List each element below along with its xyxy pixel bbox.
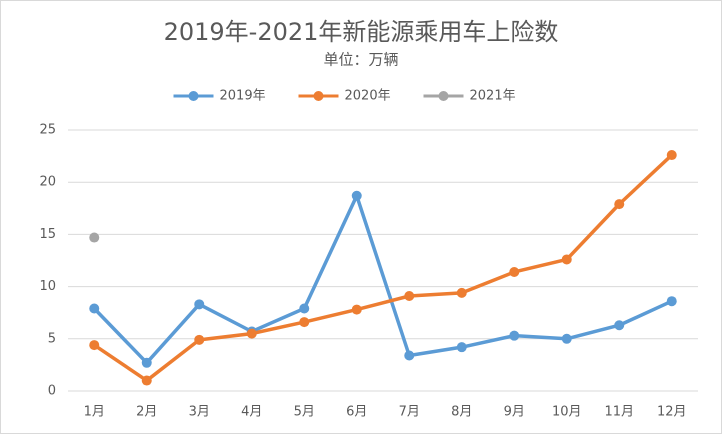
- point: [561, 254, 572, 265]
- y-tick-label: 10: [39, 279, 56, 294]
- x-tick-label: 3月: [189, 405, 210, 420]
- legend-label: 2021年: [470, 89, 516, 104]
- x-tick-label: 5月: [294, 405, 315, 420]
- legend-marker: [313, 91, 324, 101]
- point: [404, 350, 415, 361]
- point: [89, 303, 100, 314]
- legend-marker: [188, 91, 199, 101]
- point: [666, 296, 677, 307]
- y-tick-label: 20: [39, 175, 56, 190]
- y-tick-label: 25: [39, 123, 56, 138]
- x-tick-label: 10月: [552, 405, 582, 420]
- point: [614, 320, 625, 331]
- point: [141, 357, 152, 368]
- legend-marker: [438, 91, 449, 101]
- x-tick-label: 11月: [604, 405, 634, 420]
- legend-label: 2019年: [220, 89, 266, 104]
- point: [299, 303, 310, 314]
- series-line: [93, 153, 673, 383]
- point: [194, 334, 205, 345]
- point: [456, 287, 467, 298]
- series-line: [92, 194, 673, 365]
- x-tick-label: 8月: [451, 405, 472, 420]
- x-tick-label: 1月: [84, 405, 105, 420]
- point: [351, 304, 362, 315]
- legend-label: 2020年: [345, 89, 391, 104]
- x-tick-label: 2月: [136, 405, 157, 420]
- point: [194, 299, 205, 310]
- x-tick-label: 4月: [241, 405, 262, 420]
- point: [561, 333, 572, 344]
- y-tick-label: 5: [48, 331, 56, 346]
- chart-title: 2019年-2021年新能源乘用车上险数: [164, 18, 559, 46]
- x-tick-label: 9月: [504, 405, 525, 420]
- point: [89, 340, 100, 351]
- chart-subtitle: 单位：万辆: [323, 51, 398, 69]
- point: [509, 330, 520, 341]
- point: [351, 190, 362, 201]
- point: [509, 266, 520, 277]
- y-tick-label: 15: [39, 227, 56, 242]
- x-tick-label: 7月: [399, 405, 420, 420]
- point: [456, 342, 467, 353]
- point: [404, 290, 415, 301]
- point: [299, 317, 310, 328]
- x-tick-label: 6月: [346, 405, 367, 420]
- point: [141, 375, 152, 386]
- x-tick-label: 12月: [657, 405, 687, 420]
- y-tick-label: 0: [48, 384, 56, 399]
- point: [666, 150, 677, 161]
- point: [614, 199, 625, 210]
- point: [246, 328, 257, 339]
- point: [89, 232, 100, 243]
